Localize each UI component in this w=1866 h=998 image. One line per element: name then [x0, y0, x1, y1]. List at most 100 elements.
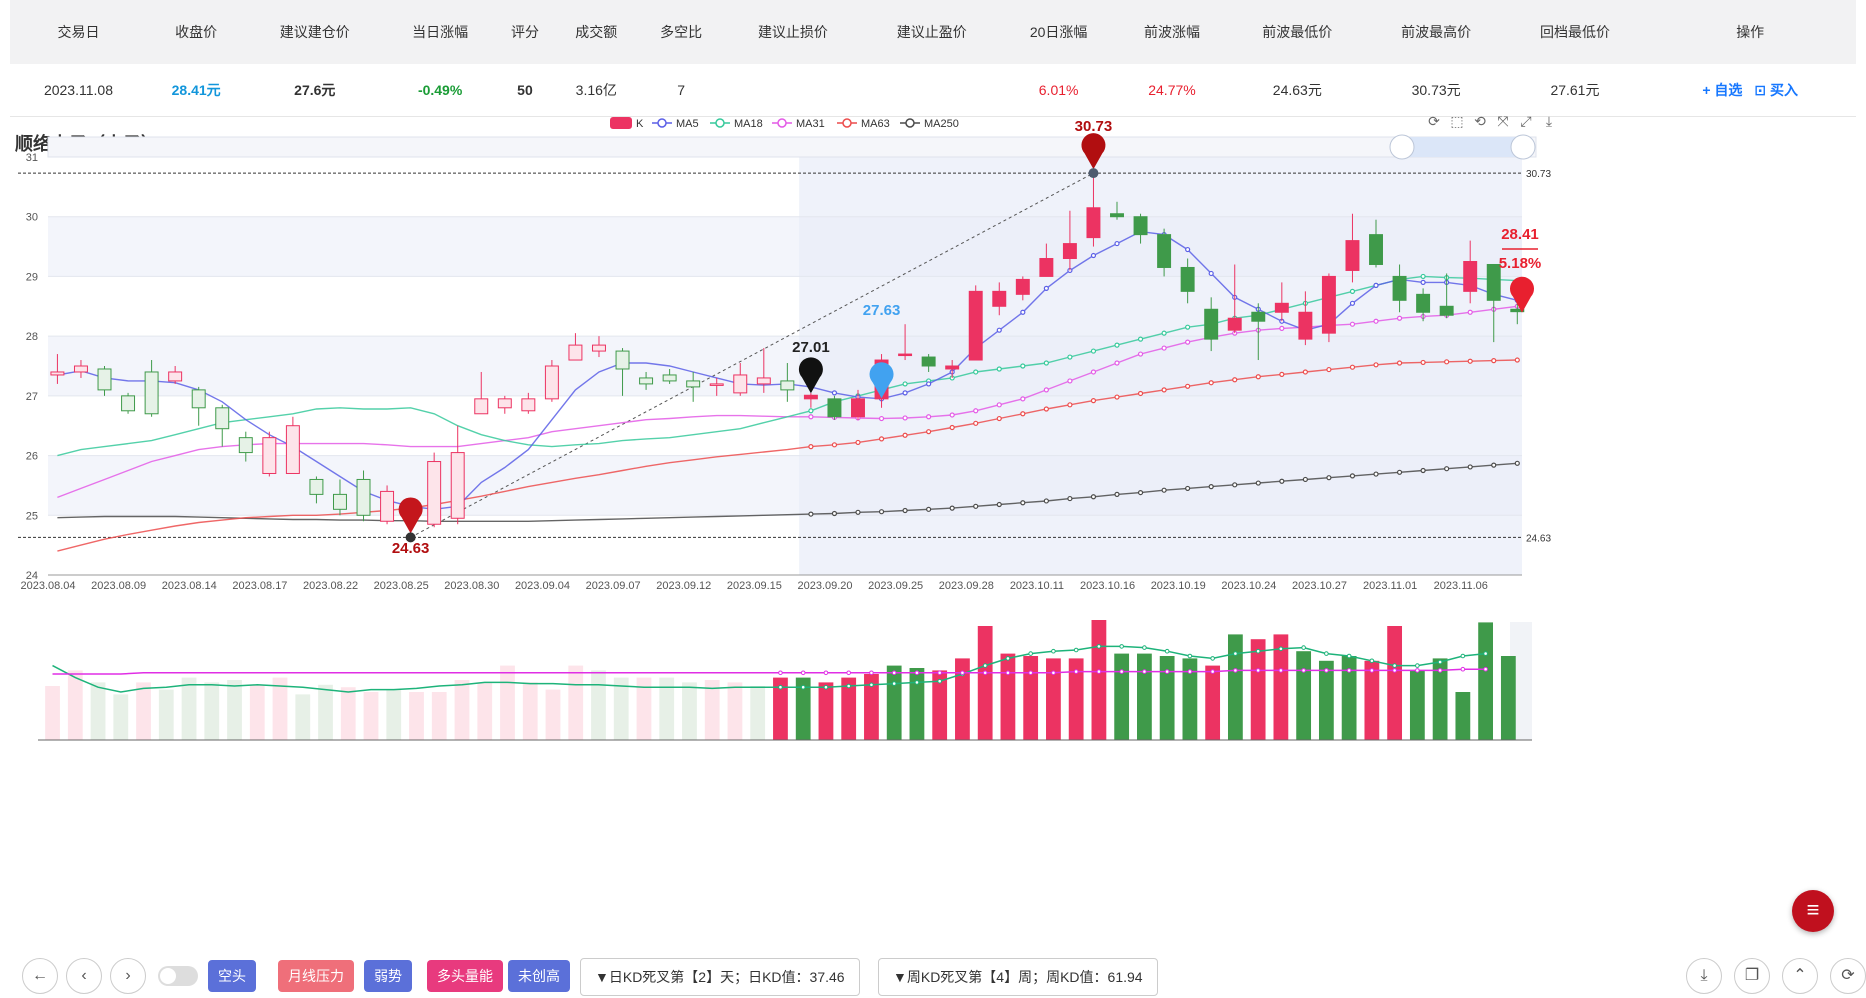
volume-ma-magenta-point: [1324, 668, 1329, 673]
tag-weak[interactable]: 弱势: [364, 960, 412, 992]
summary-header-row: 交易日 收盘价 建议建仓价 当日涨幅 评分 成交额 多空比 建议止损价 建议止盈…: [10, 0, 1856, 64]
volume-bar: [113, 694, 129, 740]
volume-bar: [1023, 656, 1039, 740]
restore-icon[interactable]: ⤧: [1497, 114, 1508, 130]
volume-ma-green-point: [1051, 648, 1056, 654]
refresh-icon[interactable]: ⟳: [1428, 114, 1440, 130]
volume-ma-magenta-point: [1142, 669, 1147, 674]
ma250-line-point: [1067, 495, 1073, 502]
ma63-line-point: [1185, 383, 1191, 389]
copy-button[interactable]: ❐: [1734, 958, 1770, 994]
daily-kd-info: ▼日KD死叉第【2】天；日KD值：37.46: [580, 958, 860, 996]
volume-ma-magenta-point: [1005, 670, 1011, 676]
ma250-line-point: [926, 506, 932, 512]
ma250-line-point: [1349, 473, 1356, 479]
candle: [827, 398, 842, 418]
volume-bar: [613, 677, 629, 740]
copy-icon: ❐: [1744, 967, 1760, 984]
table-row: 2023.11.08 28.41元 27.6元 -0.49% 50 3.16亿 …: [10, 64, 1856, 117]
volume-bar: [773, 677, 788, 740]
menu-button[interactable]: ≡: [1792, 890, 1834, 932]
tag-bull-volume[interactable]: 多头量能: [427, 960, 503, 992]
tag-monthly-resistance[interactable]: 月线压力: [278, 960, 354, 992]
tag-no-new-high[interactable]: 未创高: [508, 960, 570, 992]
focus-region: [799, 157, 1522, 575]
ma63-line-point: [831, 442, 838, 448]
ma31-line-point: [1043, 387, 1049, 393]
ma250-line-point: [1232, 482, 1238, 488]
volume-ma-green-point: [1346, 653, 1352, 659]
volume-bar: [818, 682, 834, 740]
legend-label: MA250: [924, 118, 959, 130]
cell-score: 50: [496, 64, 554, 117]
volume-bar: [1159, 656, 1175, 740]
candle: [992, 290, 1007, 307]
ma250-line-point: [1279, 478, 1285, 484]
ma250-line-point: [808, 511, 814, 517]
x-tick-label: 2023.09.12: [656, 580, 711, 592]
volume-bar: [1046, 658, 1061, 740]
cell-date: 2023.11.08: [10, 64, 147, 117]
ma63-line-point: [855, 439, 861, 446]
volume-bar: [1250, 639, 1266, 740]
volume-bar: [682, 682, 697, 740]
candle: [450, 452, 465, 519]
tag-bear[interactable]: 空头: [208, 960, 256, 992]
ma63-line-point: [902, 432, 908, 438]
legend-dot: [777, 118, 787, 128]
download-chart-icon[interactable]: ⤓: [1546, 114, 1552, 130]
next-button[interactable]: ›: [110, 958, 146, 994]
legend-label: MA5: [676, 118, 699, 130]
volume-ma-magenta-point: [1096, 669, 1102, 674]
zoom-slider: [47, 136, 1537, 158]
volume-ma-magenta-point: [960, 670, 965, 676]
ma31-line-point: [1114, 360, 1120, 366]
volume-ma-green-point: [869, 682, 874, 688]
candle: [1439, 305, 1454, 316]
th-score: 评分: [496, 0, 554, 64]
refresh-button[interactable]: ⟳: [1830, 958, 1866, 994]
ma250-line-point: [1514, 460, 1520, 466]
volume-bar: [1364, 660, 1380, 740]
volume-ma-green-point: [823, 684, 829, 690]
ma18-line-point: [996, 366, 1002, 372]
ma31-line-point: [949, 412, 955, 418]
candle: [380, 490, 395, 522]
x-tick-label: 2023.08.17: [232, 580, 287, 592]
ma31-line-point: [1349, 321, 1356, 327]
prev-button[interactable]: ‹: [66, 958, 102, 994]
ma250-line-point: [973, 503, 979, 509]
chevron-right-icon: ›: [125, 967, 131, 984]
zoom-reset-icon[interactable]: ⟲: [1474, 114, 1486, 130]
legend-dot: [715, 118, 725, 128]
ma250-line-point: [1161, 487, 1167, 493]
zoom-area-icon[interactable]: ⬚: [1450, 114, 1463, 130]
candle: [1251, 311, 1266, 322]
candle: [50, 371, 65, 376]
volume-bar: [795, 677, 811, 740]
toggle-switch[interactable]: [158, 966, 198, 986]
ma63-line: [57, 359, 1518, 552]
add-watchlist-button[interactable]: + 自选: [1702, 82, 1743, 98]
candle: [1274, 302, 1289, 313]
volume-bar: [841, 677, 857, 740]
back-button[interactable]: ←: [22, 958, 58, 994]
ma18-line-point: [1020, 363, 1026, 369]
scroll-top-button[interactable]: ⌃: [1782, 958, 1818, 994]
volume-bar: [864, 674, 879, 740]
volume-ma-green-point: [891, 681, 897, 686]
volume-ma-magenta-point: [1346, 668, 1352, 673]
download-button[interactable]: ⤓: [1686, 958, 1722, 994]
volume-bar: [1000, 653, 1016, 740]
candle: [898, 353, 913, 357]
candle: [474, 398, 489, 415]
candle: [1298, 311, 1313, 340]
volume-ma-magenta-point: [1028, 670, 1033, 676]
buy-button[interactable]: ⊡ 买入: [1754, 82, 1799, 98]
volume-bar: [158, 689, 174, 740]
signal-marker-black-shape: [798, 357, 823, 394]
fullscreen-icon[interactable]: ⤢: [1520, 114, 1531, 130]
volume-bar: [977, 626, 993, 740]
y-tick-label: 24: [26, 570, 38, 582]
